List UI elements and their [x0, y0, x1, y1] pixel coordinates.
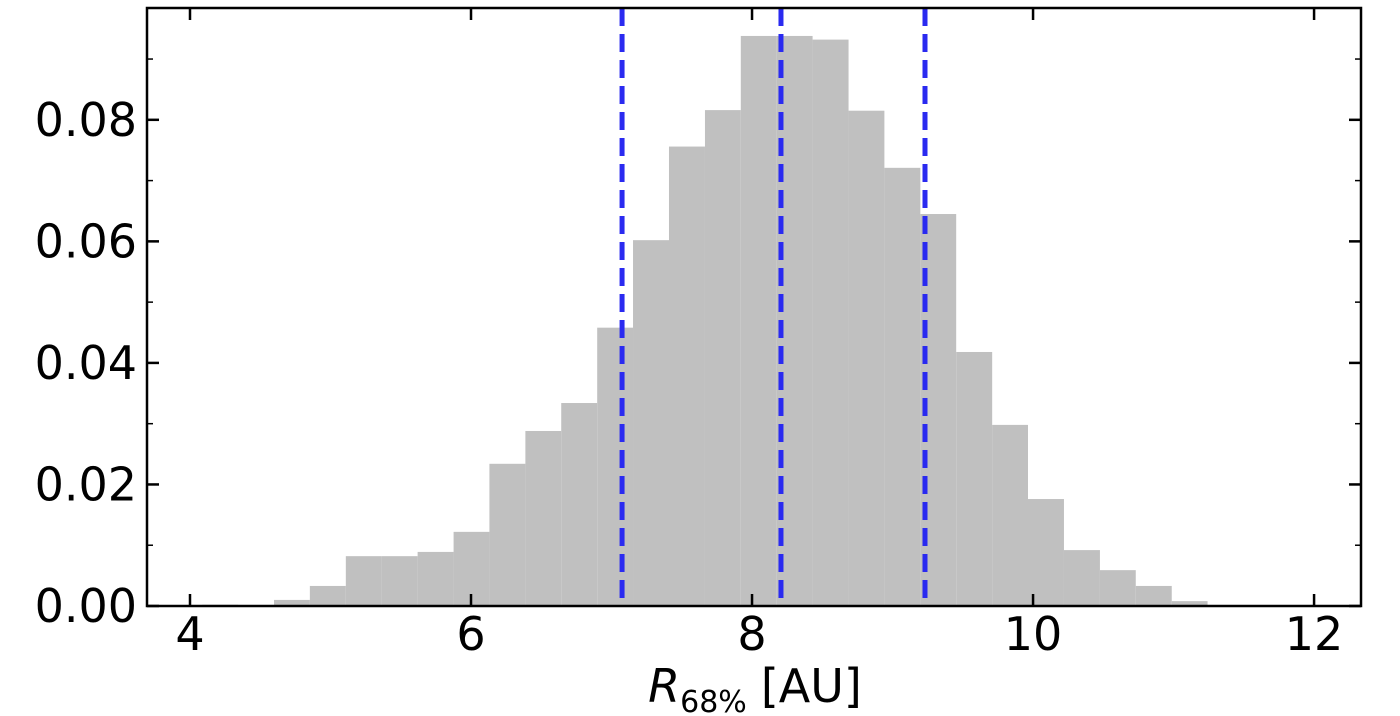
bar [1063, 550, 1100, 606]
bar [345, 556, 382, 606]
bar [274, 599, 310, 606]
bar [1171, 601, 1208, 606]
bar [381, 556, 418, 606]
bar [956, 351, 993, 606]
bar [633, 240, 669, 607]
plot-area: 4 6 8 10 12 0.00 0.02 0.04 0.06 0.08 [35, 6, 1363, 661]
x-axis-label: R68% [AU] [648, 659, 862, 716]
bar [1099, 570, 1136, 606]
y-tick-label: 0.00 [35, 579, 137, 633]
bar [1135, 585, 1172, 606]
y-tick-label: 0.02 [35, 457, 137, 511]
x-tick-label: 6 [456, 607, 485, 661]
x-tick-label: 10 [1004, 607, 1063, 661]
bar [489, 463, 526, 606]
x-label-symbol: R [648, 659, 680, 713]
bar [309, 585, 346, 606]
y-tick-label: 0.06 [35, 214, 137, 268]
x-label-subscript: 68% [680, 685, 747, 716]
x-tick-label: 12 [1285, 607, 1344, 661]
bar [740, 35, 777, 607]
bar [668, 146, 705, 606]
bar [597, 327, 634, 606]
bar [992, 424, 1028, 606]
bar [884, 167, 921, 606]
bar [561, 403, 598, 606]
y-tick-label: 0.08 [35, 93, 137, 147]
bar [525, 430, 562, 606]
plot-frame [145, 6, 1363, 608]
bar [417, 551, 454, 606]
bar [1027, 499, 1064, 606]
x-tick-label: 8 [737, 607, 766, 661]
bar [848, 110, 885, 606]
bar [704, 110, 741, 606]
x-label-unit: [AU] [761, 659, 862, 713]
bar [453, 531, 490, 606]
bar [812, 39, 849, 607]
y-tick-label: 0.04 [35, 336, 137, 390]
x-tick-label: 4 [175, 607, 204, 661]
